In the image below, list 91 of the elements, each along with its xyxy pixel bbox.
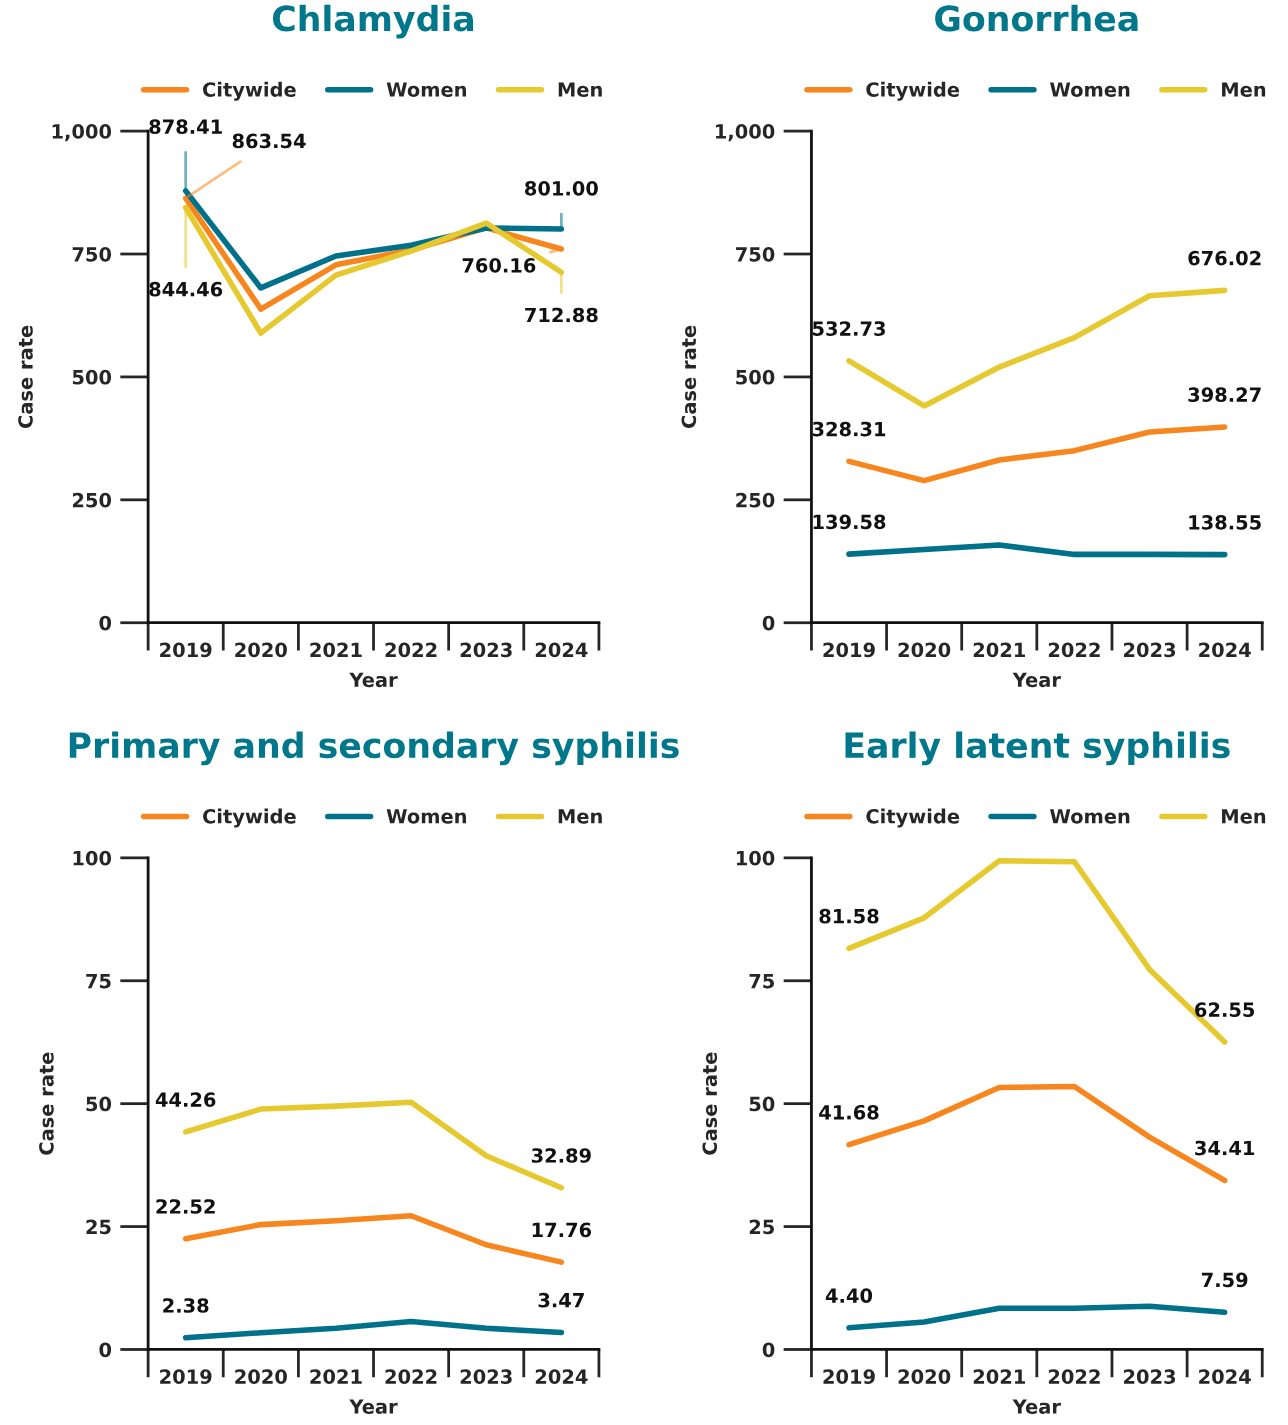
data-label: 62.55 bbox=[1195, 1002, 1255, 1018]
data-label: 17.76 bbox=[532, 1222, 592, 1238]
data-label: 22.52 bbox=[156, 1199, 215, 1214]
x-tick-label: 2019 bbox=[160, 642, 212, 658]
y-tick-label: 750 bbox=[72, 246, 112, 262]
x-tick-label: 2023 bbox=[460, 642, 512, 658]
y-axis-title: Case rate bbox=[39, 1052, 54, 1155]
chart-title: Gonorrhea bbox=[935, 4, 1138, 32]
legend-label: Men bbox=[558, 809, 602, 824]
data-label: 760.16 bbox=[462, 258, 536, 273]
y-tick-label: 50 bbox=[749, 1096, 775, 1112]
y-tick-label: 25 bbox=[749, 1219, 774, 1235]
y-tick-label: 750 bbox=[736, 246, 775, 262]
x-tick-label: 2020 bbox=[235, 1369, 287, 1384]
y-tick-label: 0 bbox=[762, 615, 775, 631]
legend-label: Women bbox=[386, 809, 466, 824]
y-tick-label: 500 bbox=[72, 369, 112, 385]
y-tick-label: 25 bbox=[86, 1219, 111, 1235]
y-tick-label: 75 bbox=[749, 973, 774, 989]
x-tick-label: 2020 bbox=[235, 642, 287, 658]
x-tick-label: 2019 bbox=[823, 642, 875, 658]
x-tick-label: 2024 bbox=[535, 1369, 588, 1384]
y-tick-label: 250 bbox=[736, 492, 775, 508]
legend-label: Women bbox=[1050, 82, 1130, 97]
x-tick-label: 2022 bbox=[1048, 642, 1100, 658]
y-tick-label: 0 bbox=[99, 1342, 112, 1358]
y-tick-label: 0 bbox=[762, 1342, 775, 1358]
x-tick-label: 2024 bbox=[1199, 1369, 1251, 1384]
y-tick-label: 50 bbox=[86, 1096, 112, 1112]
y-tick-label: 100 bbox=[736, 850, 775, 866]
x-tick-label: 2022 bbox=[385, 642, 437, 658]
legend-label: Men bbox=[1222, 82, 1266, 97]
legend-label: Citywide bbox=[203, 808, 296, 828]
x-tick-label: 2021 bbox=[310, 1369, 362, 1384]
legend-label: Citywide bbox=[866, 81, 960, 101]
chart-title: Early latent syphilis bbox=[845, 731, 1230, 766]
y-tick-label: 500 bbox=[736, 369, 775, 385]
chart-title: Primary and secondary syphilis bbox=[69, 731, 679, 766]
data-label: 44.26 bbox=[155, 1092, 216, 1107]
y-axis-title: Case rate bbox=[702, 1052, 718, 1155]
x-tick-label: 2021 bbox=[973, 1369, 1025, 1384]
y-tick-label: 1,000 bbox=[52, 124, 112, 142]
data-label: 532.73 bbox=[812, 321, 885, 336]
y-tick-label: 0 bbox=[99, 615, 112, 631]
data-label: 676.02 bbox=[1188, 250, 1261, 266]
legend-label: Women bbox=[386, 82, 466, 97]
data-label: 878.41 bbox=[149, 119, 222, 135]
data-label: 844.46 bbox=[149, 281, 223, 297]
data-label: 398.27 bbox=[1188, 387, 1261, 403]
y-tick-label: 1,000 bbox=[716, 124, 775, 142]
data-label: 2.38 bbox=[163, 1298, 209, 1313]
x-tick-label: 2023 bbox=[460, 1369, 512, 1384]
x-tick-label: 2024 bbox=[1199, 642, 1251, 658]
x-tick-label: 2024 bbox=[535, 642, 588, 658]
x-tick-label: 2020 bbox=[898, 642, 951, 658]
x-axis-title: Year bbox=[1012, 672, 1061, 688]
legend-label: Citywide bbox=[203, 81, 296, 101]
x-tick-label: 2019 bbox=[823, 1369, 875, 1384]
x-axis-title: Year bbox=[1012, 1399, 1061, 1414]
data-label: 712.88 bbox=[525, 307, 598, 323]
x-tick-label: 2023 bbox=[1124, 1369, 1176, 1384]
x-tick-label: 2019 bbox=[160, 1369, 212, 1384]
chart-title: Chlamydia bbox=[272, 4, 474, 39]
data-label: 7.59 bbox=[1201, 1272, 1248, 1288]
data-label: 4.40 bbox=[825, 1288, 873, 1303]
data-label: 41.68 bbox=[819, 1104, 879, 1120]
y-tick-label: 75 bbox=[86, 973, 111, 989]
x-tick-label: 2023 bbox=[1124, 642, 1176, 658]
y-axis-title: Case rate bbox=[681, 325, 697, 428]
data-label: 863.54 bbox=[232, 133, 306, 149]
x-axis-title: Year bbox=[349, 672, 398, 688]
legend-label: Men bbox=[1222, 809, 1266, 824]
y-tick-label: 100 bbox=[73, 850, 112, 866]
x-tick-label: 2021 bbox=[310, 642, 362, 658]
y-tick-label: 250 bbox=[72, 492, 112, 508]
x-tick-label: 2022 bbox=[1048, 1369, 1100, 1384]
data-label: 81.58 bbox=[819, 908, 879, 924]
data-label: 801.00 bbox=[525, 180, 598, 196]
legend-label: Women bbox=[1050, 809, 1130, 824]
legend-label: Men bbox=[558, 82, 602, 97]
x-tick-label: 2021 bbox=[973, 642, 1025, 658]
data-label: 138.55 bbox=[1189, 514, 1261, 530]
data-label: 139.58 bbox=[813, 514, 886, 530]
data-label: 3.47 bbox=[538, 1292, 584, 1308]
y-axis-title: Case rate bbox=[18, 325, 33, 428]
data-label: 32.89 bbox=[531, 1148, 591, 1163]
data-label: 34.41 bbox=[1195, 1140, 1255, 1156]
x-axis-title: Year bbox=[349, 1399, 398, 1414]
x-tick-label: 2020 bbox=[898, 1369, 951, 1384]
x-tick-label: 2022 bbox=[385, 1369, 437, 1384]
legend-label: Citywide bbox=[866, 808, 960, 828]
